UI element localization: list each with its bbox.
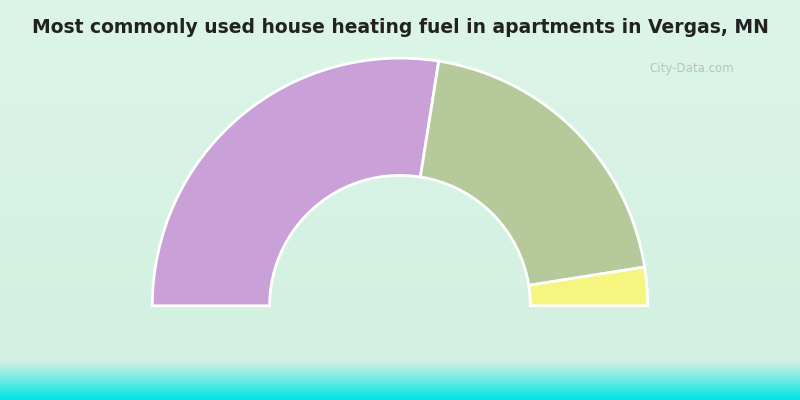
Text: City-Data.com: City-Data.com — [650, 62, 734, 75]
Wedge shape — [152, 58, 438, 306]
Wedge shape — [529, 267, 648, 306]
Wedge shape — [420, 61, 645, 285]
Text: Most commonly used house heating fuel in apartments in Vergas, MN: Most commonly used house heating fuel in… — [31, 18, 769, 37]
